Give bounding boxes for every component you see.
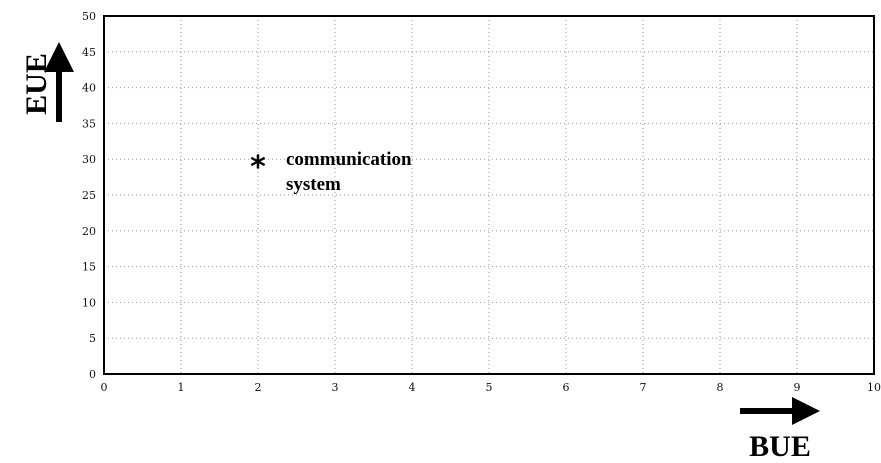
y-tick-label: 15 — [82, 261, 96, 274]
x-tick-label: 8 — [717, 381, 724, 394]
y-tick-label: 10 — [82, 296, 96, 309]
x-tick-label: 7 — [640, 381, 647, 394]
y-axis-title: EUE — [20, 53, 53, 115]
x-axis-title: BUE — [749, 430, 811, 463]
y-axis-title-group: EUE — [20, 42, 74, 122]
grid — [104, 16, 874, 374]
x-tick-label: 5 — [486, 381, 493, 394]
plot-frame — [103, 15, 875, 375]
x-tick-label: 10 — [867, 381, 881, 394]
y-tick-label: 30 — [82, 153, 96, 166]
x-tick-label: 3 — [332, 381, 339, 394]
x-tick-label: 4 — [409, 381, 416, 394]
right-arrow-icon — [740, 397, 820, 425]
x-axis-title-group: BUE — [740, 397, 820, 463]
data-point-label: system — [286, 174, 341, 195]
up-arrow-icon — [44, 42, 74, 122]
x-tick-label: 6 — [563, 381, 570, 394]
y-tick-label: 40 — [82, 82, 96, 95]
x-tick-label: 9 — [794, 381, 801, 394]
y-tick-label: 20 — [82, 225, 96, 238]
data-point-marker: * — [250, 150, 266, 185]
y-tick-label: 25 — [82, 189, 96, 202]
y-tick-label: 5 — [89, 332, 96, 345]
y-tick-label: 45 — [82, 46, 96, 59]
x-tick-label: 1 — [178, 381, 185, 394]
x-tick-label: 0 — [101, 381, 108, 394]
y-tick-label: 0 — [89, 368, 96, 381]
y-axis-tick-labels: 0 5 10 15 20 25 30 35 40 45 50 — [82, 10, 96, 381]
x-axis-tick-labels: 0 1 2 3 4 5 6 7 8 9 10 — [101, 381, 881, 394]
data-point-label: communication — [286, 149, 412, 170]
y-tick-label: 50 — [82, 10, 96, 23]
y-tick-label: 35 — [82, 117, 96, 130]
x-tick-label: 2 — [255, 381, 262, 394]
data-points: * communication system — [250, 149, 412, 195]
